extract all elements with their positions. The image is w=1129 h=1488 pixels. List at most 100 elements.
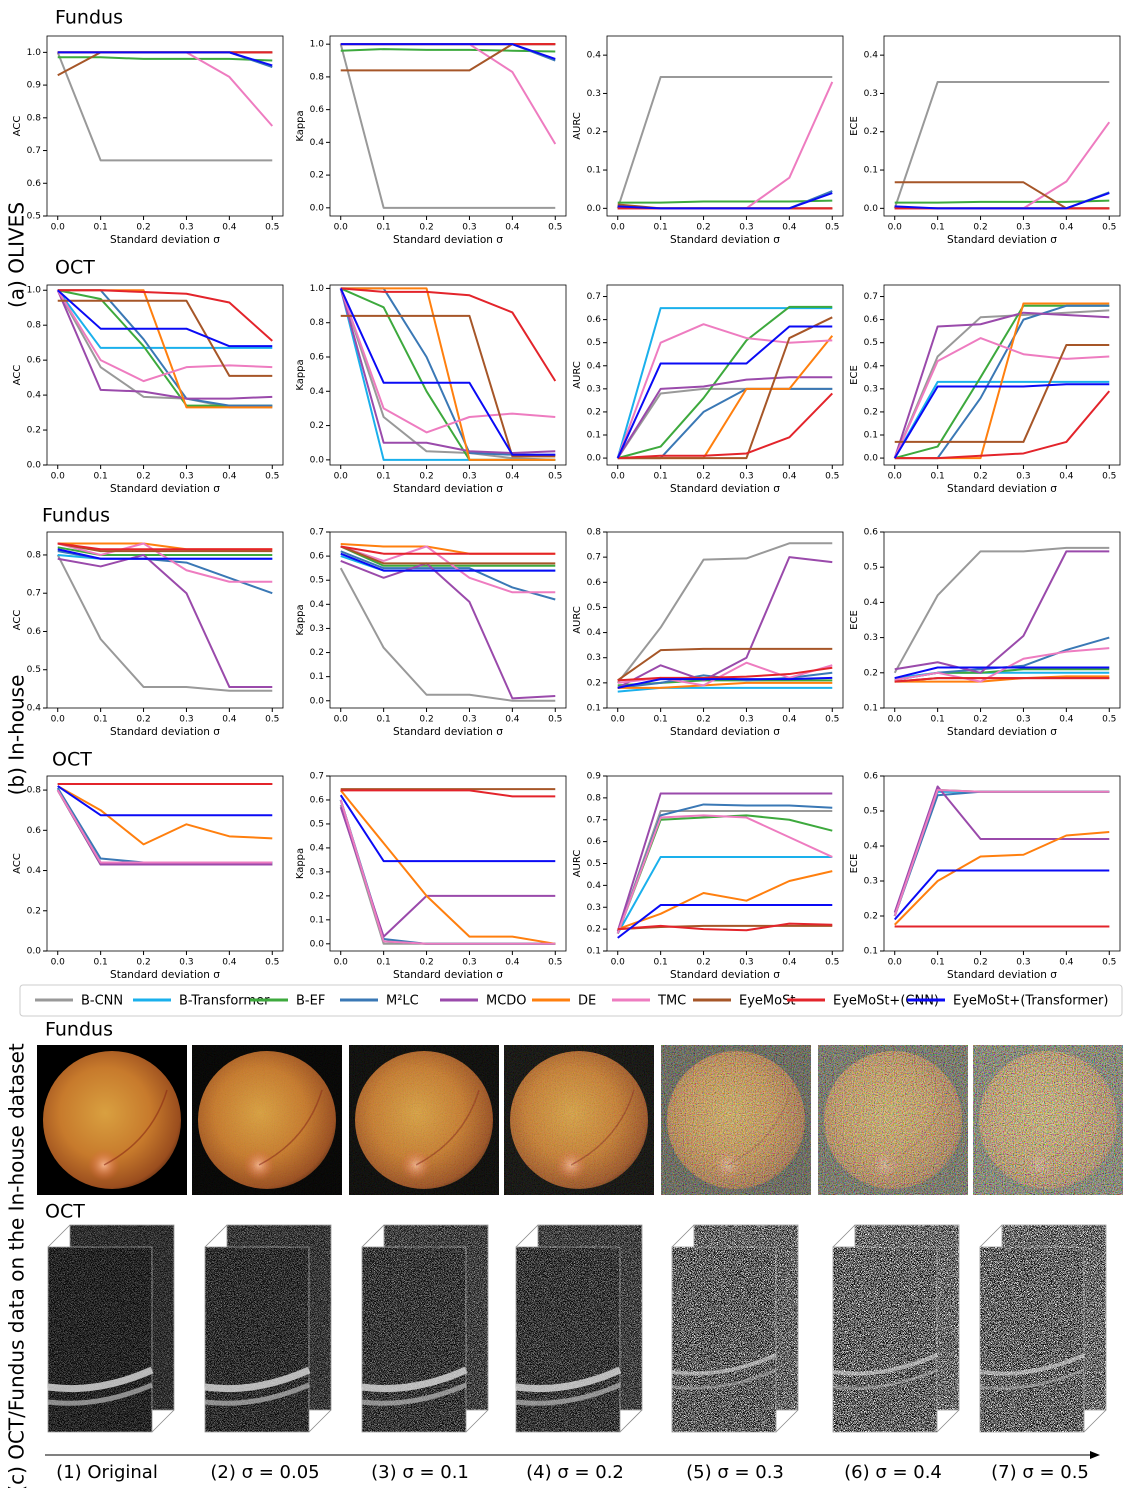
series-line (616, 376, 833, 459)
x-tick-label: 0.2 (973, 958, 987, 968)
oct-front-noise (672, 1247, 776, 1432)
x-tick-label: 0.1 (376, 958, 390, 968)
x-tick-label: 0.4 (782, 472, 797, 482)
x-axis-label: Standard deviation σ (393, 726, 503, 738)
y-tick-label: 0.4 (27, 391, 42, 401)
y-tick-label: 0.8 (310, 72, 325, 82)
series-line (57, 289, 273, 348)
oct-retina-band (832, 1353, 938, 1376)
y-tick-label: 0.4 (864, 842, 879, 852)
y-tick-label: 0.9 (27, 81, 42, 91)
x-tick-label: 0.5 (825, 223, 839, 233)
series-line (893, 383, 1110, 459)
panel-label: (b) In-house (5, 675, 29, 796)
x-tick-label: 0.3 (1016, 715, 1030, 725)
x-tick-label: 0.4 (505, 715, 520, 725)
oct-retina-band (361, 1382, 467, 1406)
series-line (616, 792, 833, 932)
y-tick-label: 0.6 (864, 315, 879, 325)
y-tick-label: 0.4 (310, 843, 325, 853)
y-tick-label: 0.5 (310, 576, 324, 586)
series-line (339, 794, 556, 863)
x-tick-label: 0.1 (93, 958, 107, 968)
x-tick-label: 0.1 (930, 958, 944, 968)
x-tick-label: 0.4 (505, 958, 520, 968)
y-tick-label: 0.6 (310, 552, 325, 562)
y-tick-label: 0.6 (310, 795, 325, 805)
y-tick-label: 0.2 (587, 678, 601, 688)
y-tick-label: 0.5 (27, 212, 41, 222)
y-tick-label: 0.6 (864, 772, 879, 782)
x-tick-label: 0.4 (505, 223, 520, 233)
y-tick-label: 0.3 (864, 89, 878, 99)
x-tick-label: 0.4 (505, 472, 520, 482)
axes-frame (883, 775, 1121, 952)
series-line (894, 666, 1110, 680)
fundus-retina (43, 1051, 181, 1189)
series-line (617, 316, 833, 460)
y-tick-label: 0.6 (27, 826, 42, 836)
x-tick-label: 0.0 (611, 958, 626, 968)
series-line (616, 323, 833, 459)
oct-retina-band (47, 1366, 154, 1393)
legend-label: M²LC (386, 994, 419, 1009)
series-line (340, 545, 556, 567)
y-tick-label: 0.5 (864, 807, 878, 817)
y-axis-label: ECE (849, 610, 860, 630)
y-tick-label: 0.3 (587, 903, 601, 913)
y-axis-label: ECE (849, 365, 860, 385)
y-tick-label: 0.5 (587, 859, 601, 869)
series-line (894, 647, 1110, 683)
y-tick-label: 0.4 (310, 387, 325, 397)
y-tick-label: 0.0 (310, 696, 325, 706)
series-line (894, 677, 1110, 683)
y-tick-label: 0.2 (864, 407, 878, 417)
series-line (617, 392, 833, 460)
y-tick-label: 1.0 (310, 40, 325, 50)
image-caption: (6) σ = 0.4 (844, 1462, 942, 1483)
x-tick-label: 0.2 (419, 472, 433, 482)
x-tick-label: 0.4 (1059, 958, 1074, 968)
x-tick-label: 0.0 (888, 958, 903, 968)
arrow-head (1090, 1451, 1100, 1459)
axes-frame (606, 284, 844, 466)
x-tick-label: 0.3 (462, 958, 476, 968)
oct-retina-band (204, 1366, 311, 1393)
y-tick-label: 0.2 (310, 891, 324, 901)
x-tick-label: 0.1 (930, 472, 944, 482)
series-line (617, 305, 833, 460)
image-caption: (3) σ = 0.1 (371, 1462, 469, 1483)
x-tick-label: 0.4 (222, 223, 237, 233)
x-axis-label: Standard deviation σ (947, 483, 1057, 495)
x-axis-label: Standard deviation σ (947, 969, 1057, 981)
series-line (339, 789, 556, 945)
series-line (340, 545, 556, 565)
series-line (56, 289, 273, 383)
image-caption: (7) σ = 0.5 (991, 1462, 1089, 1483)
y-tick-label: 0.2 (587, 127, 601, 137)
x-tick-label: 0.3 (179, 223, 193, 233)
x-axis-label: Standard deviation σ (947, 726, 1057, 738)
series-line (617, 199, 833, 204)
x-tick-label: 0.4 (1059, 223, 1074, 233)
x-tick-label: 0.1 (93, 472, 107, 482)
legend-label: EyeMoSt+(CNN) (833, 994, 939, 1009)
y-tick-label: 0.1 (587, 947, 601, 957)
series-line (893, 80, 1110, 209)
x-tick-label: 0.3 (462, 472, 476, 482)
x-tick-label: 0.3 (1016, 472, 1030, 482)
fundus-noise (661, 1045, 811, 1195)
y-tick-label: 0.7 (310, 528, 324, 538)
x-tick-label: 0.5 (265, 472, 279, 482)
y-tick-label: 0.8 (587, 793, 602, 803)
y-tick-label: 0.2 (27, 906, 41, 916)
section-heading: Fundus (55, 7, 123, 29)
y-tick-label: 0.5 (864, 338, 878, 348)
series-line (340, 48, 556, 53)
x-tick-label: 0.2 (136, 958, 150, 968)
x-tick-label: 0.5 (265, 958, 279, 968)
x-tick-label: 0.5 (265, 715, 279, 725)
series-line (617, 922, 833, 932)
legend-label: DE (578, 994, 596, 1009)
